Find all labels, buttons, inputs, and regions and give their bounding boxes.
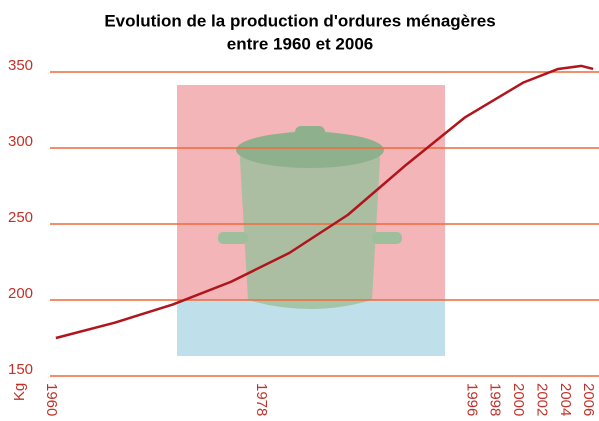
x-tick-label: 1978 [253, 383, 270, 416]
y-tick-label: 150 [8, 361, 33, 378]
x-tick-label: 2002 [533, 383, 550, 416]
y-tick-label: 350 [8, 57, 33, 74]
data-line [55, 64, 594, 340]
x-tick-label: 2006 [580, 383, 597, 416]
x-tick-label: 1996 [463, 383, 480, 416]
y-axis-label: Kg [11, 383, 28, 401]
x-tick-label: 2000 [510, 383, 527, 416]
y-tick-label: 300 [8, 133, 33, 150]
y-tick-label: 200 [8, 285, 33, 302]
x-tick-label: 1960 [43, 383, 60, 416]
background-illustration [177, 85, 445, 356]
chart-subtitle: entre 1960 et 2006 [227, 34, 374, 53]
y-tick-label: 250 [8, 209, 33, 226]
chart-title: Evolution de la production d'ordures mén… [104, 11, 495, 30]
x-tick-label: 2004 [557, 383, 574, 416]
x-tick-label: 1998 [487, 383, 504, 416]
